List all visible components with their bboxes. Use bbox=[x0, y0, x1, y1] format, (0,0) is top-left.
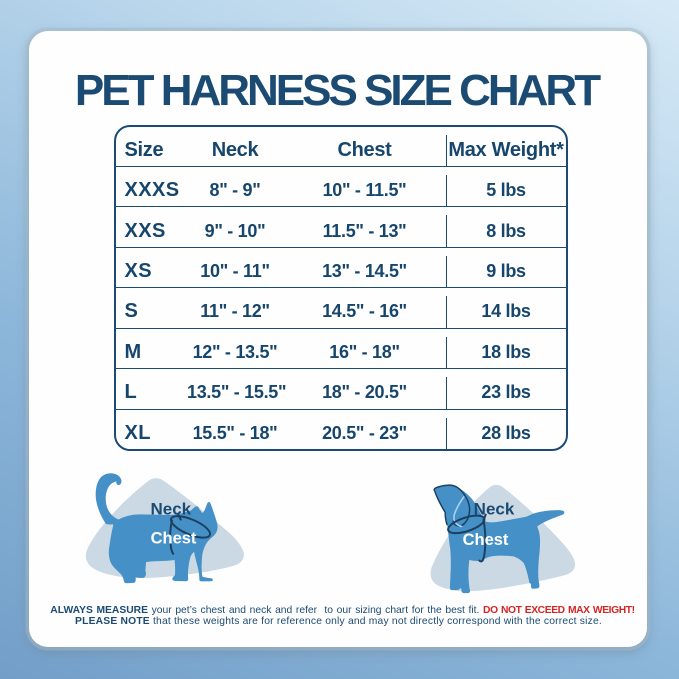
svg-text:Neck: Neck bbox=[474, 500, 515, 519]
svg-text:Chest: Chest bbox=[151, 530, 197, 548]
svg-text:Chest: Chest bbox=[463, 531, 509, 549]
svg-text:Neck: Neck bbox=[150, 500, 191, 519]
